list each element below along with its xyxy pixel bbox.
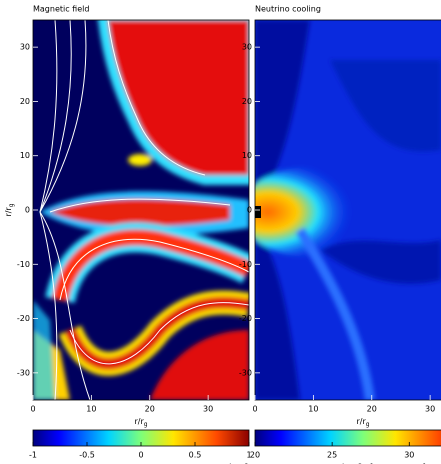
colorbar-label: log Qν [erg cm⁻³ s⁻¹] bbox=[342, 463, 426, 464]
colorbar bbox=[254, 429, 441, 447]
y-tick-label: -20 bbox=[239, 314, 252, 323]
y-tick-label: 10 bbox=[20, 151, 30, 160]
x-tick-label: 20 bbox=[145, 405, 155, 414]
colorbar-tick-label: 25 bbox=[327, 451, 337, 460]
axis-label: r/rg bbox=[134, 417, 147, 429]
axis-label-main: r/r bbox=[134, 417, 144, 426]
colorbar-tick-label: 30 bbox=[404, 451, 414, 460]
y-tick-label: -20 bbox=[17, 314, 30, 323]
x-tick-label: 10 bbox=[86, 405, 96, 414]
colorbar-tick-label: 0 bbox=[138, 451, 143, 460]
cooling-map bbox=[255, 20, 441, 400]
y-tick-label: 0 bbox=[247, 206, 252, 215]
x-tick-label: 0 bbox=[30, 405, 35, 414]
x-tick-label: 30 bbox=[203, 405, 213, 414]
panel-title: Neutrino cooling bbox=[255, 5, 321, 14]
y-tick-label: -30 bbox=[17, 368, 30, 377]
colorbar-tick-label: 20 bbox=[250, 451, 260, 460]
colorbar-tick-label: -1 bbox=[29, 451, 37, 460]
x-tick-label: 0 bbox=[252, 405, 257, 414]
y-tick-label: 30 bbox=[242, 43, 252, 52]
axis-label-main: r/r bbox=[356, 417, 366, 426]
colorbar-tick-label: -0.5 bbox=[79, 451, 95, 460]
x-tick-label: 20 bbox=[367, 405, 377, 414]
colorbar-tick-label: 0.5 bbox=[189, 451, 202, 460]
panel-title: Magnetic field bbox=[33, 5, 89, 14]
colorbar-tick-label: 1 bbox=[246, 451, 251, 460]
y-tick-label: -10 bbox=[17, 260, 30, 269]
x-tick-label: 30 bbox=[425, 405, 435, 414]
axis-label-sub: g bbox=[366, 421, 370, 428]
y-tick-label: 30 bbox=[20, 43, 30, 52]
y-tick-label: 0 bbox=[25, 206, 30, 215]
y-tick-label: -10 bbox=[239, 260, 252, 269]
x-tick-label: 10 bbox=[308, 405, 318, 414]
axis-label-sub: g bbox=[8, 203, 15, 207]
colorbar-label: log β bbox=[229, 463, 249, 464]
axis-label: r/rg bbox=[4, 203, 16, 216]
axis-label: r/rg bbox=[356, 417, 369, 429]
axis-label-sub: g bbox=[144, 421, 148, 428]
axis-label-main: r/r bbox=[4, 207, 13, 217]
y-tick-label: -30 bbox=[239, 368, 252, 377]
y-tick-label: 20 bbox=[20, 97, 30, 106]
y-tick-label: 20 bbox=[242, 97, 252, 106]
beta-map bbox=[33, 20, 249, 400]
y-tick-label: 10 bbox=[242, 151, 252, 160]
